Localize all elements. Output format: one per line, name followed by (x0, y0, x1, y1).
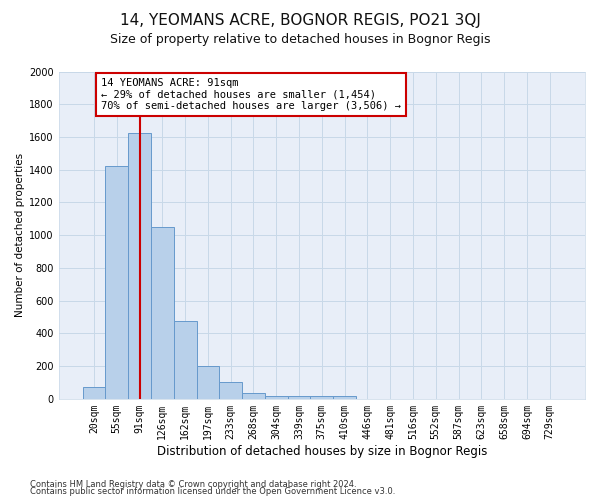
Bar (265, 396, 287, 399)
Bar (197, 366, 219, 399)
Text: Size of property relative to detached houses in Bognor Regis: Size of property relative to detached ho… (110, 32, 490, 46)
Bar (310, 396, 333, 399)
Bar (219, 382, 242, 399)
X-axis label: Distribution of detached houses by size in Bognor Regis: Distribution of detached houses by size … (157, 444, 487, 458)
Bar (151, 227, 174, 399)
Text: 14, YEOMANS ACRE, BOGNOR REGIS, PO21 3QJ: 14, YEOMANS ACRE, BOGNOR REGIS, PO21 3QJ (119, 12, 481, 28)
Bar (242, 393, 265, 399)
Text: Contains public sector information licensed under the Open Government Licence v3: Contains public sector information licen… (30, 487, 395, 496)
Text: Contains HM Land Registry data © Crown copyright and database right 2024.: Contains HM Land Registry data © Crown c… (30, 480, 356, 489)
Y-axis label: Number of detached properties: Number of detached properties (15, 153, 25, 317)
Bar (333, 396, 356, 399)
Bar (174, 321, 197, 399)
Text: 14 YEOMANS ACRE: 91sqm
← 29% of detached houses are smaller (1,454)
70% of semi-: 14 YEOMANS ACRE: 91sqm ← 29% of detached… (101, 78, 401, 111)
Bar (83, 386, 106, 399)
Bar (287, 396, 310, 399)
Bar (128, 133, 151, 399)
Bar (106, 166, 128, 399)
